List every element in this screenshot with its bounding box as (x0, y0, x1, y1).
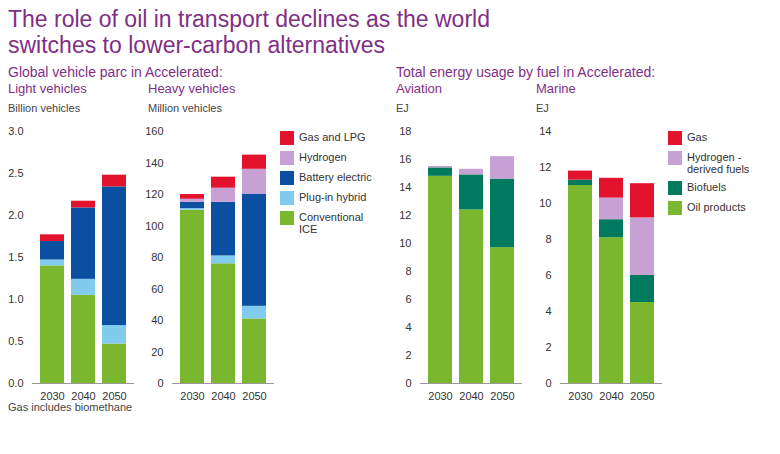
html-text:Biofuels: Biofuels (687, 181, 727, 193)
svg-text:8: 8 (545, 233, 551, 245)
svg-text:2050: 2050 (630, 390, 654, 402)
svg-text:18: 18 (399, 125, 411, 137)
html-text:EJ: EJ (536, 102, 549, 114)
svg-text:12: 12 (399, 209, 411, 221)
html-text:The role of oil in transport d: The role of oil in transport declines as… (8, 6, 490, 58)
svg-text:0.0: 0.0 (8, 377, 23, 389)
html-text:Oil products: Oil products (687, 201, 746, 213)
svg-text:2.5: 2.5 (8, 167, 23, 179)
svg-text:4: 4 (405, 321, 411, 333)
svg-text:2050: 2050 (102, 390, 126, 402)
svg-text:14: 14 (399, 181, 411, 193)
svg-text:12: 12 (539, 161, 551, 173)
html-text:Hydrogen: Hydrogen (299, 151, 347, 163)
svg-text:40: 40 (151, 314, 163, 326)
svg-text:2030: 2030 (180, 390, 204, 402)
html-text:Billion vehicles: Billion vehicles (8, 102, 81, 114)
svg-text:1.0: 1.0 (8, 293, 23, 305)
svg-text:14: 14 (539, 125, 551, 137)
html-text:EJ: EJ (396, 102, 409, 114)
svg-text:2040: 2040 (599, 390, 623, 402)
svg-text:80: 80 (151, 251, 163, 263)
html-text:Light vehicles: Light vehicles (8, 81, 87, 96)
html-text:Gas: Gas (687, 131, 708, 143)
svg-text:2: 2 (545, 341, 551, 353)
svg-text:4: 4 (545, 305, 551, 317)
html-text:Hydrogen - derived fuels: Hydrogen - derived fuels (687, 151, 750, 175)
html-text:Conventional ICE: Conventional ICE (299, 211, 364, 235)
svg-text:6: 6 (405, 293, 411, 305)
svg-text:2050: 2050 (242, 390, 266, 402)
svg-text:60: 60 (151, 283, 163, 295)
svg-text:2030: 2030 (568, 390, 592, 402)
svg-text:2040: 2040 (211, 390, 235, 402)
html-text:Battery electric: Battery electric (299, 171, 372, 183)
svg-text:3.0: 3.0 (8, 125, 23, 137)
svg-text:2050: 2050 (490, 390, 514, 402)
svg-text:2: 2 (405, 349, 411, 361)
html-text:Aviation: Aviation (396, 81, 442, 96)
svg-text:100: 100 (145, 220, 163, 232)
svg-text:120: 120 (145, 188, 163, 200)
svg-text:10: 10 (539, 197, 551, 209)
html-text:Gas includes biomethane: Gas includes biomethane (8, 401, 133, 413)
html-text:Gas and LPG: Gas and LPG (299, 131, 366, 143)
html-text:Total energy usage by fuel in: Total energy usage by fuel in Accelerate… (396, 64, 656, 80)
html-text:Million vehicles: Million vehicles (148, 102, 222, 114)
html-text:Heavy vehicles: Heavy vehicles (148, 81, 236, 96)
svg-text:0: 0 (405, 377, 411, 389)
svg-text:140: 140 (145, 157, 163, 169)
html-text:Marine: Marine (536, 81, 576, 96)
svg-text:8: 8 (405, 265, 411, 277)
svg-text:160: 160 (145, 125, 163, 137)
svg-text:6: 6 (545, 269, 551, 281)
svg-text:2.0: 2.0 (8, 209, 23, 221)
html-text:Global vehicle parc in Acceler: Global vehicle parc in Accelerated: (8, 64, 223, 80)
svg-text:2040: 2040 (459, 390, 483, 402)
svg-text:10: 10 (399, 237, 411, 249)
svg-text:0.5: 0.5 (8, 335, 23, 347)
svg-text:20: 20 (151, 346, 163, 358)
svg-text:0: 0 (545, 377, 551, 389)
svg-text:16: 16 (399, 153, 411, 165)
svg-text:2030: 2030 (428, 390, 452, 402)
svg-text:0: 0 (157, 377, 163, 389)
svg-text:1.5: 1.5 (8, 251, 23, 263)
svg-text:2030: 2030 (40, 390, 64, 402)
svg-text:2040: 2040 (71, 390, 95, 402)
html-text:Plug-in hybrid: Plug-in hybrid (299, 191, 367, 203)
